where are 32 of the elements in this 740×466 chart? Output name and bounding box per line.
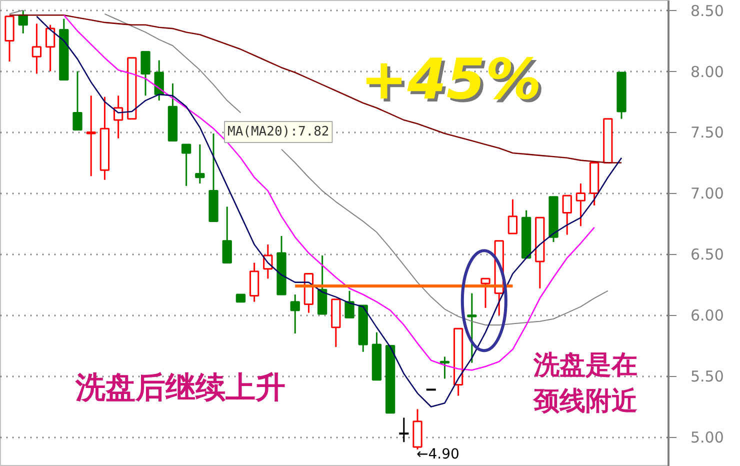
candlestick [32,22,42,74]
y-tick-label: 5.50 [690,368,724,386]
candlestick [480,278,490,309]
candlestick [344,290,354,318]
annotation: 洗盘是在 [532,350,638,380]
y-tick-label: 5.00 [690,428,724,447]
candlestick [576,182,586,227]
annotation: 洗盘后继续上升 [74,370,286,406]
y-tick-label: 6.50 [690,246,724,264]
y-tick-label: 7.00 [690,184,724,203]
candlestick [562,194,572,236]
candlestick [508,198,518,234]
annotation: ←4.90 [416,446,460,462]
y-tick-label: 8.50 [690,2,724,20]
candlestick [290,294,300,334]
candlestick [86,94,96,177]
candlestick [154,60,164,102]
candlestick [440,356,450,380]
candlestick [181,144,192,187]
candlestick [222,206,232,264]
y-tick-label: 7.50 [690,124,724,142]
candlestick [195,144,205,184]
annotation: 颈线附近 [532,386,638,416]
y-tick-label: 8.00 [690,62,724,81]
candlestick [45,24,56,72]
candlestick [113,94,124,140]
y-tick-label: 6.00 [690,306,724,325]
annotation: MA(MA20):7.82 [228,124,330,140]
annotation: +45% [364,50,544,116]
candlestick [140,50,150,96]
candlestick [467,292,477,364]
candlestick [72,70,82,131]
